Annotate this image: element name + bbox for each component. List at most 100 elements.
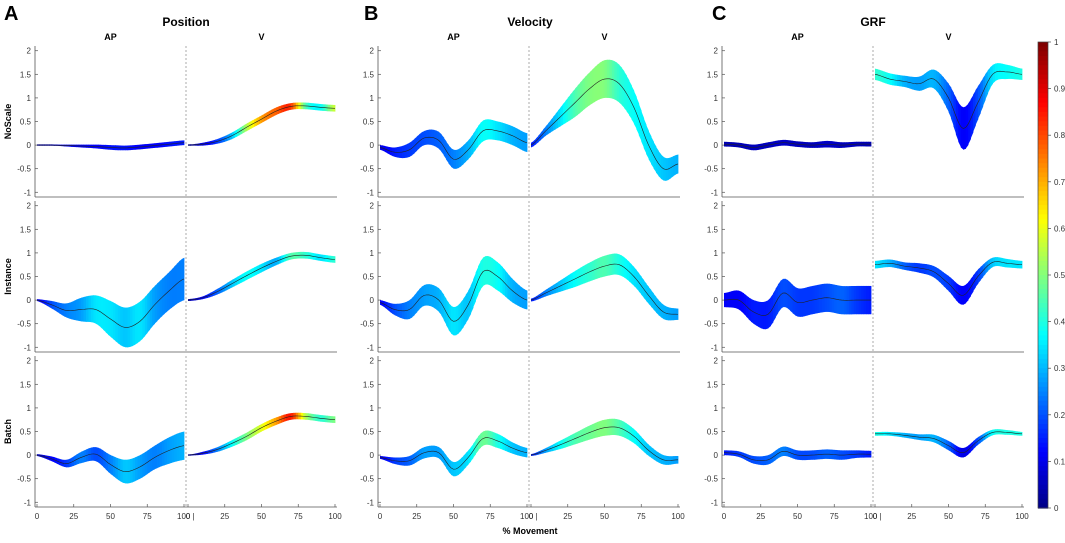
band-segment [514,281,518,306]
series-v [187,102,336,146]
colorbar-step [1038,130,1048,136]
row-label-batch: Batch [3,419,13,444]
colorbar-step [1038,79,1048,85]
subplot-velocity-noscale: -1 -0.5 0 0.5 1 1.5 2 [360,46,680,198]
colorbar-step [1038,181,1048,188]
y-tick-label: 0 [370,296,375,305]
y-tick-label: 2 [27,202,32,211]
band-segment [973,272,976,292]
subplot-velocity-batch: -1-0.500.511.520 25 50 75 100 |0 25 50 75 100 [360,356,685,521]
x-tick-label: 100 | [520,512,538,521]
colorbar-tick-label: 0.6 [1054,224,1065,233]
x-tick-label: 50 [106,512,115,521]
y-tick-label: -0.5 [360,165,374,174]
band-segment [980,78,984,114]
colorbar-step [1038,60,1048,66]
row-label-instance: Instance [3,258,13,295]
colorbar-step [1038,372,1048,379]
y-tick-label: 1 [714,404,719,413]
band-segment [975,86,979,126]
y-tick-label: 1 [370,94,375,103]
y-tick-label: -0.5 [17,165,31,174]
colorbar-step [1038,223,1048,229]
colorbar-step [1038,69,1048,76]
y-tick-label: 0 [714,451,719,460]
colorbar-step [1038,354,1048,360]
colorbar-step [1038,316,1048,323]
colorbar-step [1038,470,1048,476]
colorbar-step [1038,288,1048,295]
band-segment [973,90,976,133]
colorbar-step [1038,498,1048,504]
x-tick-label: 100 | [177,512,195,521]
colorbar-step [1038,484,1048,490]
subtitle-ap: AP [447,32,460,42]
colorbar-step [1038,97,1048,104]
y-tick-label: 1 [27,404,32,413]
colorbar-step [1038,335,1048,341]
colorbar-step [1038,219,1048,225]
colorbar-step [1038,256,1048,262]
y-tick-label: -0.5 [360,475,374,484]
x-axis-label: % Movement [502,526,557,536]
band-segment [970,94,974,140]
colorbar: 0 0.1 0.2 0.3 0.4 0.5 0.6 0.7 0.8 0.9 1 [1037,38,1065,513]
y-tick-label: 0 [27,451,32,460]
y-tick-label: -1 [367,188,375,197]
x-tick-label: 0 [378,512,383,521]
colorbar-step [1038,177,1048,183]
y-tick-label: -0.5 [704,320,718,329]
colorbar-step [1038,489,1048,495]
plot-area: AP V -1 -0.5 0 0.5 1 1.5 2 NoScale -1 -0.5 0 0.5 1 1.5 2… [3,32,1029,521]
colorbar-step [1038,242,1048,248]
panel-letter-a: A [4,3,18,25]
y-tick-label: -1 [711,498,719,507]
panel-title-grf: GRF [860,15,885,29]
x-tick-label: 0 [873,512,878,521]
colorbar-step [1038,158,1048,164]
subtitle-ap: AP [104,32,117,42]
colorbar-step [1038,116,1048,122]
series-ap [379,255,528,336]
colorbar-tick-label: 0.1 [1054,457,1065,466]
colorbar-step [1038,172,1048,178]
y-tick-label: 0.5 [20,428,32,437]
y-tick-label: 0 [27,296,32,305]
subplot-velocity-instance: -1 -0.5 0 0.5 1 1.5 2 [360,201,680,353]
y-tick-label: 1.5 [20,225,32,234]
colorbar-step [1038,279,1048,285]
y-tick-label: -0.5 [17,475,31,484]
colorbar-step [1038,447,1048,453]
mean-line [530,426,679,461]
colorbar-step [1038,302,1048,309]
colorbar-step [1038,121,1048,127]
series-v [874,63,1023,150]
band-segment [970,275,974,297]
colorbar-tick-label: 0.9 [1054,85,1065,94]
colorbar-step [1038,233,1048,239]
colorbar-step [1038,261,1048,267]
mean-line [530,263,679,315]
x-tick-label: 100 [671,512,685,521]
x-tick-label: 25 [69,512,78,521]
y-tick-label: 1.5 [20,70,32,79]
colorbar-step [1038,400,1048,407]
colorbar-step [1038,88,1048,94]
series-v [530,418,679,465]
y-tick-label: 1 [370,404,375,413]
series-ap [723,139,872,151]
colorbar-step [1038,270,1048,276]
mean-line [379,269,528,322]
subplot-grf-noscale: -1 -0.5 0 0.5 1 1.5 2 [704,46,1024,198]
mean-line [36,445,185,472]
colorbar-step [1038,265,1048,271]
y-tick-label: 2 [714,202,719,211]
y-tick-label: 0 [370,451,375,460]
colorbar-step [1038,456,1048,462]
colorbar-tick-label: 0.8 [1054,131,1065,140]
x-tick-label: 25 [220,512,229,521]
y-tick-label: 0 [370,141,375,150]
y-tick-label: -1 [24,498,32,507]
colorbar-tick-label: 0.2 [1054,411,1065,420]
